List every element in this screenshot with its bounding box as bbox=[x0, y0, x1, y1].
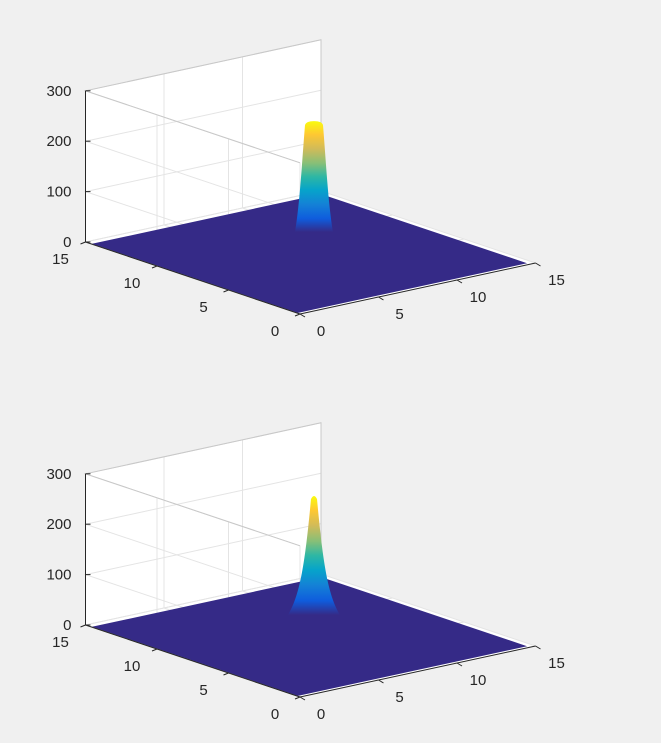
x-tick bbox=[378, 679, 384, 684]
x-tick bbox=[456, 279, 463, 284]
x-tick bbox=[456, 662, 463, 667]
x-tick bbox=[535, 645, 541, 650]
box-top-edges bbox=[83, 39, 322, 191]
x-tick bbox=[535, 262, 541, 267]
z-tick-label: 0 bbox=[63, 234, 71, 251]
x-tick-label: 10 bbox=[470, 672, 487, 689]
z-tick-label: 0 bbox=[63, 617, 71, 634]
y-tick-label: 5 bbox=[199, 682, 207, 699]
z-tick-label: 300 bbox=[46, 83, 71, 100]
y-tick-label: 15 bbox=[52, 634, 69, 651]
x-axis-line bbox=[299, 645, 536, 698]
y-tick-label: 0 bbox=[271, 706, 279, 723]
z-tick-label: 200 bbox=[46, 516, 71, 533]
y-tick bbox=[80, 624, 86, 628]
y-tick bbox=[151, 648, 158, 652]
x-tick-label: 0 bbox=[317, 323, 325, 340]
x-tick bbox=[378, 296, 384, 301]
y-tick bbox=[151, 265, 158, 269]
surface-peak bbox=[295, 121, 333, 232]
z-tick-label: 100 bbox=[46, 567, 71, 584]
y-tick bbox=[80, 241, 86, 245]
surface-peak bbox=[288, 496, 340, 615]
y-tick bbox=[223, 289, 229, 293]
x-tick-label: 5 bbox=[395, 689, 403, 706]
right-back-pane bbox=[85, 422, 321, 625]
z-tick-label: 300 bbox=[46, 466, 71, 483]
z-tick-label: 100 bbox=[46, 184, 71, 201]
y-axis-line bbox=[85, 241, 301, 315]
y-tick bbox=[223, 672, 229, 676]
x-tick-label: 15 bbox=[548, 272, 565, 289]
x-axis-line bbox=[299, 262, 536, 315]
surface-floor bbox=[92, 577, 528, 696]
y-tick-label: 10 bbox=[124, 658, 141, 675]
x-tick-label: 5 bbox=[395, 306, 403, 323]
x-tick-label: 10 bbox=[470, 289, 487, 306]
y-tick bbox=[294, 313, 301, 317]
y-axis-line bbox=[85, 624, 301, 698]
y-tick-label: 15 bbox=[52, 251, 69, 268]
surface-floor bbox=[92, 194, 528, 313]
y-tick-label: 0 bbox=[271, 323, 279, 340]
x-tick-label: 15 bbox=[548, 655, 565, 672]
y-tick-label: 10 bbox=[124, 275, 141, 292]
right-back-pane bbox=[85, 39, 321, 242]
y-tick bbox=[294, 696, 301, 700]
z-tick-label: 200 bbox=[46, 133, 71, 150]
x-tick bbox=[299, 696, 306, 701]
y-tick-label: 5 bbox=[199, 299, 207, 316]
x-tick-label: 0 bbox=[317, 706, 325, 723]
box-top-edges bbox=[83, 422, 322, 574]
x-tick bbox=[299, 313, 306, 318]
